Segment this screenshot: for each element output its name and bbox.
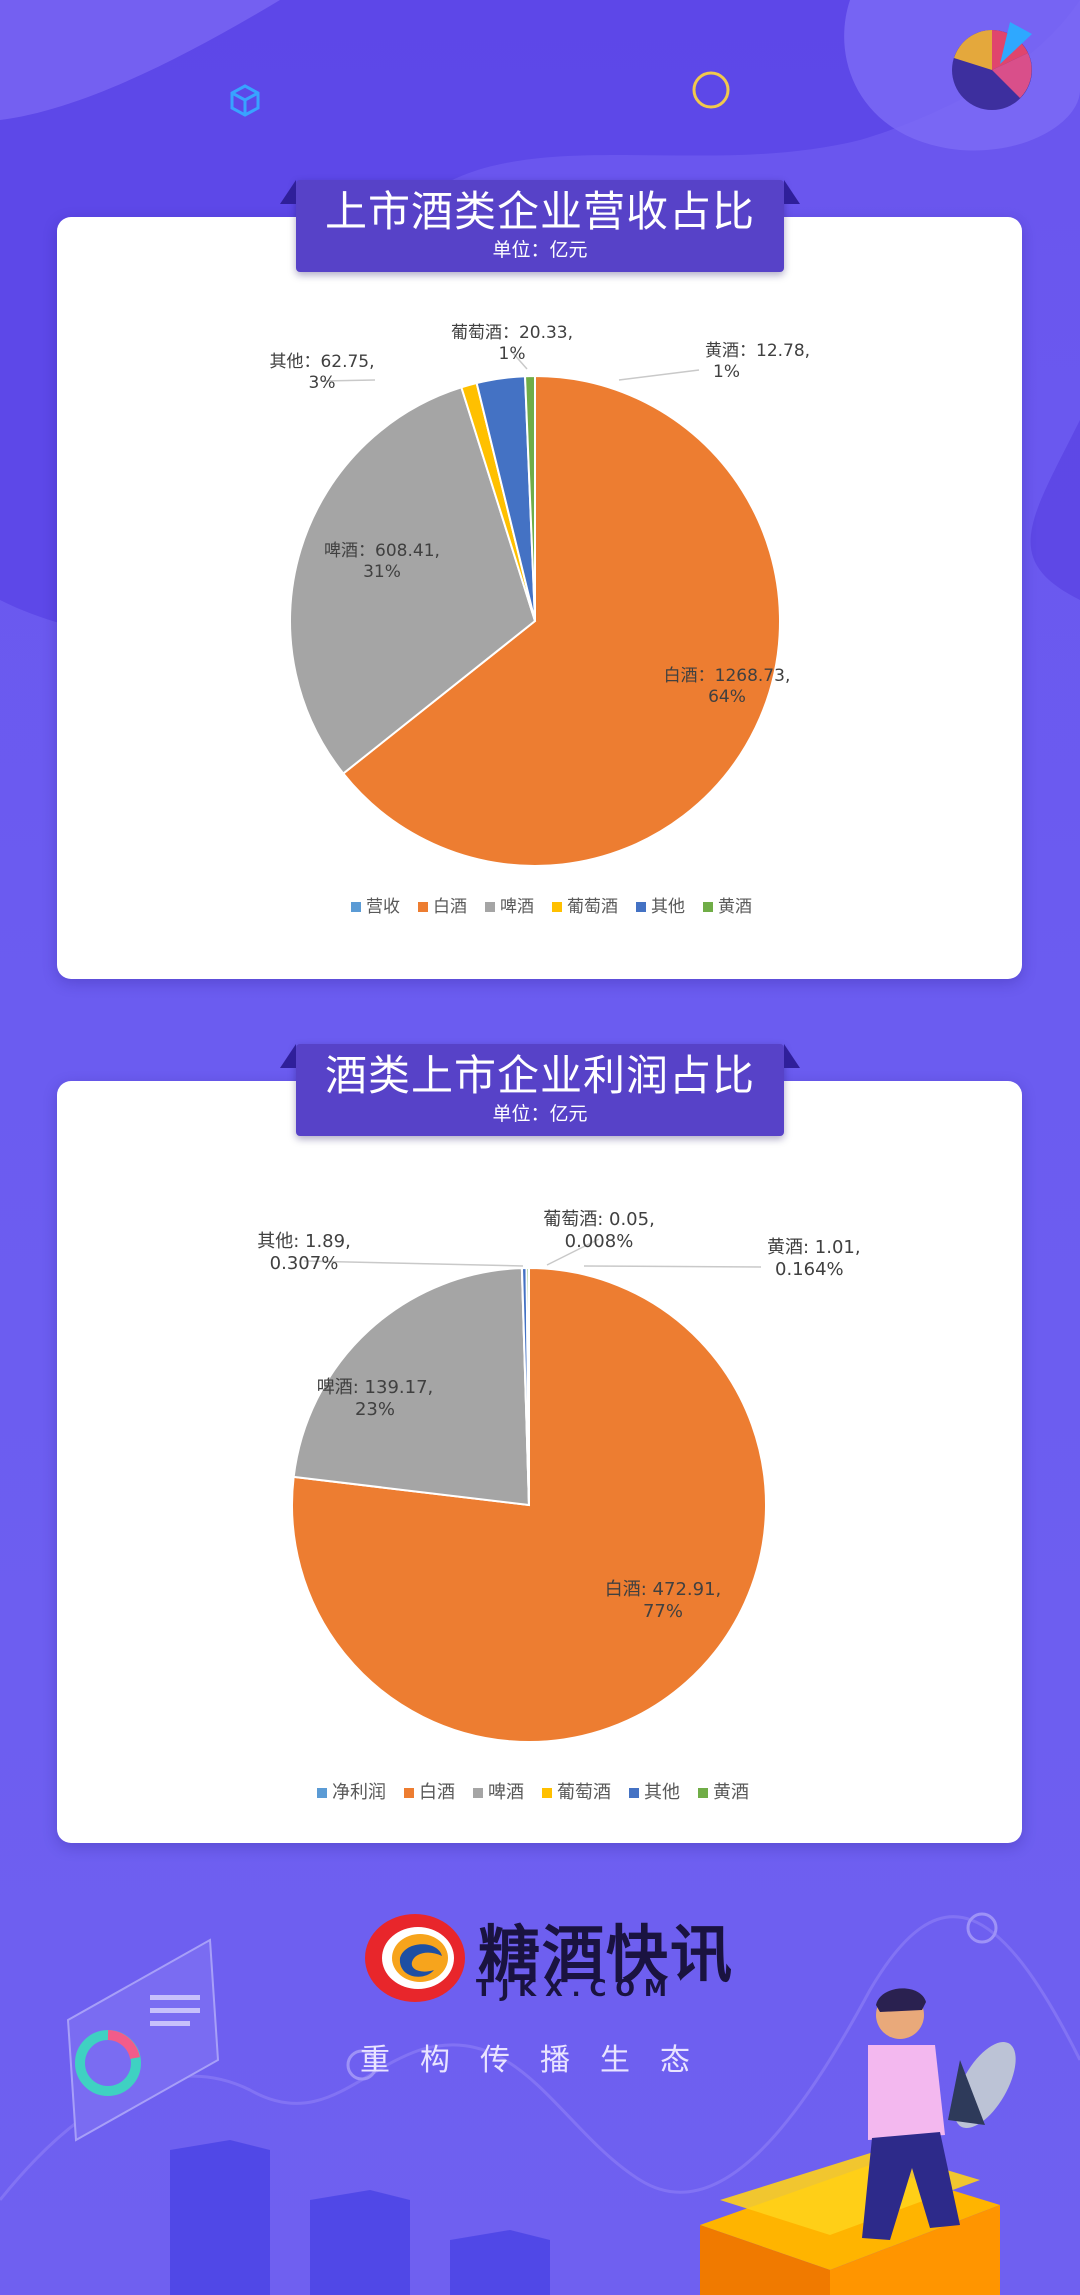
legend-swatch: [698, 1788, 708, 1798]
legend-label: 净利润: [332, 1782, 386, 1803]
revenue-title-tab: 上市酒类企业营收占比 单位：亿元: [280, 180, 800, 272]
pie-slice-baijiu: [291, 1266, 767, 1743]
legend-label: 其他: [644, 1782, 680, 1803]
pie-slices: [291, 1266, 767, 1743]
person-on-platform-illustration: [700, 1988, 1016, 2295]
brand-logo: 糖酒快讯 TJKX.COM: [360, 1900, 732, 2010]
legend-swatch: [351, 902, 361, 912]
legend-label: 黄酒: [718, 897, 752, 917]
pie-slice-beer: [292, 1267, 531, 1507]
pie-slice-huangjiu: [523, 374, 536, 622]
data-label: 葡萄酒：20.33, 1%: [451, 323, 573, 364]
pie-slices: [289, 374, 781, 867]
profit-chart-subtitle: 单位：亿元: [492, 1103, 588, 1125]
profit-chart-card: 净利润 白酒 啤酒 葡萄酒 其他 黄酒 白酒: 472.91, 77% 啤酒: 139.17,…: [57, 1081, 1022, 1843]
pie-chart-icon: [952, 22, 1032, 110]
legend-label: 啤酒: [488, 1782, 524, 1803]
label-leader-line: [546, 1238, 600, 1266]
data-label: 其他：62.75, 3%: [269, 352, 374, 393]
revenue-chart-card: 营收 白酒 啤酒 葡萄酒 其他 黄酒 白酒：1268.73, 64% 啤酒：608.41, 31…: [57, 217, 1022, 979]
data-label: 白酒：1268.73, 64%: [664, 666, 791, 707]
profit-legend: 净利润 白酒 啤酒 葡萄酒 其他 黄酒: [317, 1782, 749, 1803]
legend-swatch: [629, 1788, 639, 1798]
brand-slogan: 重构传播生态: [360, 2043, 720, 2078]
legend-swatch: [636, 902, 646, 912]
label-leader-line: [511, 351, 528, 370]
brand-domain: TJKX.COM: [476, 1976, 676, 2002]
profit-chart-title: 酒类上市企业利润占比: [324, 1051, 755, 1100]
label-leader-line: [303, 1260, 524, 1267]
brand-emblem-icon: [365, 1914, 465, 2002]
revenue-chart-subtitle: 单位：亿元: [492, 239, 588, 261]
pie-slice-beer: [289, 386, 537, 775]
profit-title-tab: 酒类上市企业利润占比 单位：亿元: [280, 1044, 800, 1136]
legend-swatch: [418, 902, 428, 912]
legend-label: 其他: [651, 897, 685, 917]
revenue-legend: 营收 白酒 啤酒 葡萄酒 其他 黄酒: [351, 897, 752, 917]
legend-swatch: [485, 902, 495, 912]
pie-slice-baijiu: [341, 374, 781, 867]
legend-swatch: [552, 902, 562, 912]
dashboard-card-illustration: [66, 1938, 220, 2142]
pie-slice-huangjiu: [525, 1266, 530, 1506]
data-label: 葡萄酒: 0.05, 0.008%: [543, 1209, 655, 1252]
legend-label: 营收: [366, 897, 400, 917]
bar-blocks-illustration: [170, 2140, 550, 2295]
data-label: 白酒: 472.91, 77%: [605, 1579, 722, 1622]
cube-icon: [230, 84, 260, 117]
data-label: 其他: 1.89, 0.307%: [257, 1231, 351, 1274]
ring-decoration: [692, 71, 730, 109]
legend-label: 葡萄酒: [567, 897, 618, 917]
legend-swatch: [473, 1788, 483, 1798]
data-label: 啤酒：608.41, 31%: [324, 541, 440, 582]
data-label: 啤酒: 139.17, 23%: [317, 1377, 434, 1420]
revenue-chart-title: 上市酒类企业营收占比: [324, 187, 755, 236]
legend-swatch: [542, 1788, 552, 1798]
legend-swatch: [404, 1788, 414, 1798]
label-leader-line: [321, 379, 376, 382]
legend-swatch: [703, 902, 713, 912]
legend-label: 黄酒: [713, 1782, 749, 1803]
revenue-pie-chart: 营收 白酒 啤酒 葡萄酒 其他 黄酒 白酒：1268.73, 64% 啤酒：608.41, 31…: [269, 323, 810, 917]
legend-label: 白酒: [433, 897, 467, 917]
legend-label: 葡萄酒: [557, 1782, 611, 1803]
profit-pie-chart: 净利润 白酒 啤酒 葡萄酒 其他 黄酒 白酒: 472.91, 77% 啤酒: 139.17,…: [257, 1209, 861, 1803]
label-leader-line: [618, 369, 700, 381]
legend-swatch: [317, 1788, 327, 1798]
data-label: 黄酒：12.78, 1%: [705, 341, 810, 382]
legend-label: 啤酒: [500, 897, 534, 917]
label-leader-line: [583, 1265, 762, 1268]
legend-label: 白酒: [419, 1782, 455, 1803]
data-label: 黄酒: 1.01, 0.164%: [767, 1237, 861, 1280]
brand-name: 糖酒快讯: [478, 1918, 735, 1991]
